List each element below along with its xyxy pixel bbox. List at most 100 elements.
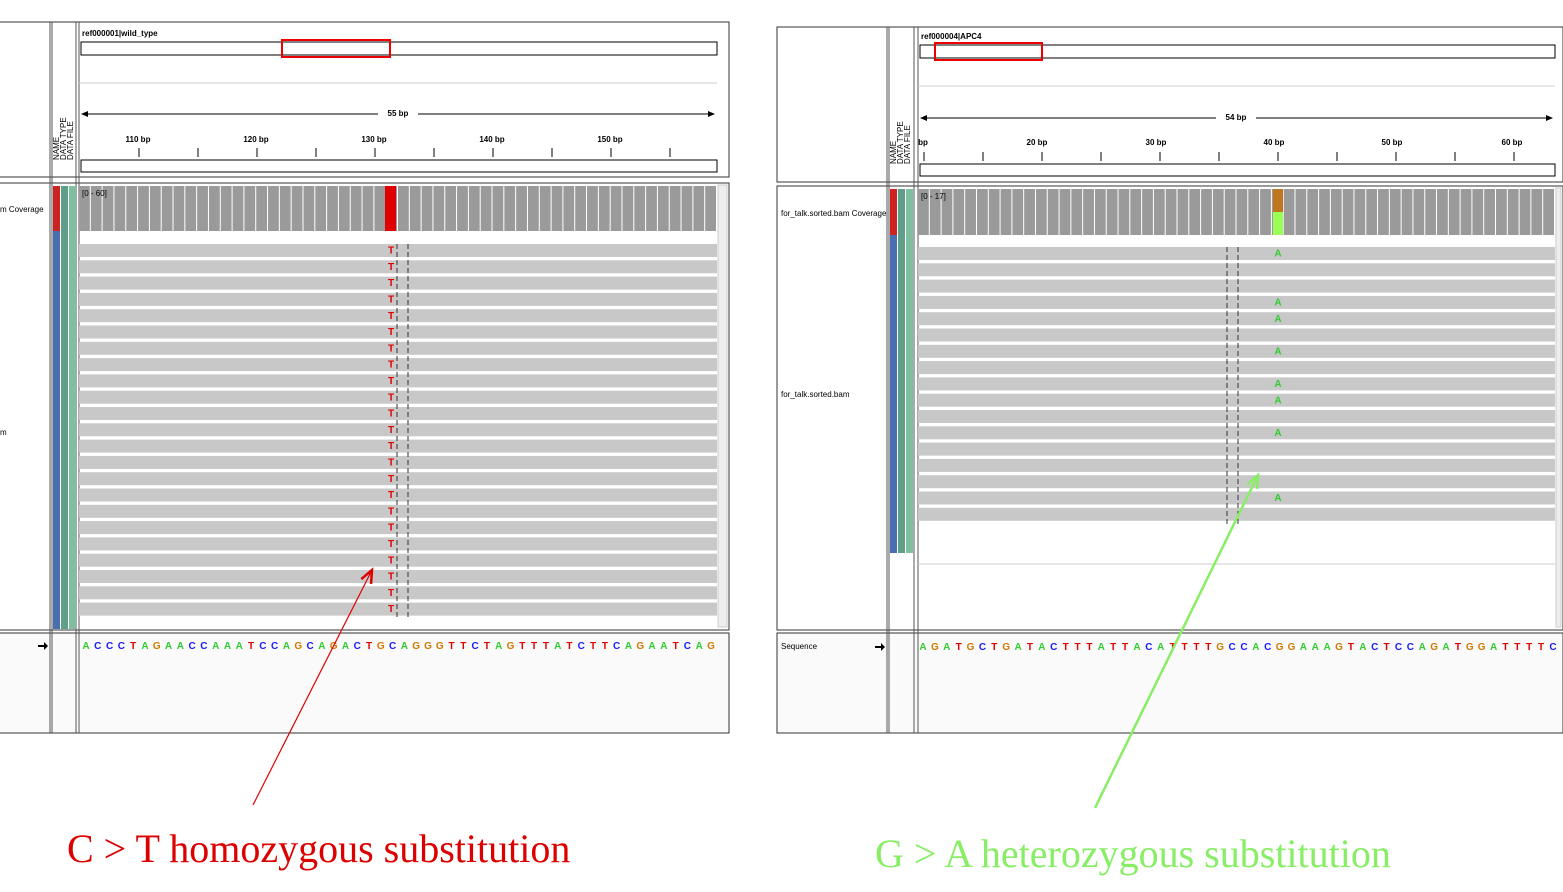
read [918,344,1555,358]
ruler-tick-label: 30 bp [1146,138,1167,147]
coverage-bar [1212,189,1224,235]
read [918,328,1555,342]
mismatch-base: A [1274,314,1281,325]
ideogram [919,44,1556,59]
coverage-bar [208,186,220,231]
ideogram [80,41,718,56]
read [79,407,717,420]
coverage-bar [1472,189,1484,235]
ruler-base [919,163,1556,177]
coverage-bar [988,189,1000,235]
mismatch-base: T [388,343,394,354]
coverage-bar [244,186,256,231]
coverage-bar [527,186,539,231]
read [918,410,1555,423]
ruler-tick-label: bp [918,138,928,147]
coverage-bar [291,186,303,231]
coverage-bar [1118,189,1130,235]
coverage-bar [1177,189,1189,235]
coverage-bar [1153,189,1165,235]
mismatch-base: A [1274,493,1281,504]
coverage-bar [1484,189,1496,235]
coverage-bar [504,186,516,231]
mismatch-base: T [388,409,394,420]
coverage-bar [315,186,327,231]
read [79,358,717,372]
mismatch-base: T [388,425,394,436]
coverage-bar [965,189,976,235]
read [918,263,1555,277]
coverage-range: [0 - 17] [921,192,946,201]
coverage-bar [1366,189,1378,235]
coverage-bar [1224,189,1236,235]
attribute-header: DATA TYPE [896,121,905,164]
strand-arrow [38,642,48,650]
read [918,247,1555,260]
coverage-bar [1543,189,1554,235]
read [79,374,717,388]
coverage-bar [610,186,622,231]
coverage-bar [575,186,587,231]
read [79,521,717,535]
ruler-tick-label: 40 bp [1264,138,1285,147]
coverage-bar [303,186,315,231]
sequence-frame [776,632,1563,734]
mismatch-base: T [388,327,394,338]
coverage-bar [421,186,433,231]
read [79,570,717,583]
coverage-bar [705,186,716,231]
coverage-bar [256,186,268,231]
coverage-bar [114,186,126,231]
read [918,458,1555,472]
attribute-strip [898,189,905,235]
coverage-bar [669,186,681,231]
ruler-tick-label: 140 bp [479,135,504,144]
mismatch-base: A [1274,249,1281,260]
coverage-bar [268,186,279,231]
coverage-bar [149,186,161,231]
header-frame [0,21,730,178]
read [79,276,717,290]
read [918,377,1555,391]
attribute-strip [906,189,913,235]
mismatch-base: T [388,555,394,566]
coverage-bar [1130,189,1142,235]
read [918,507,1555,521]
coverage-bar [976,189,988,235]
coverage-bar [90,186,102,231]
coverage-bar [1342,189,1354,235]
coverage-bar [681,186,693,231]
attribute-strip [69,231,76,629]
read [918,475,1555,489]
coverage-bar [79,186,90,231]
coverage-bar [1283,189,1295,235]
reference-name: ref000001|wild_type [82,29,158,38]
coverage-bar [1307,189,1319,235]
mismatch-base: A [1274,428,1281,439]
coverage-variant [1273,212,1283,235]
read [79,553,717,567]
ruler-base [80,159,718,173]
attribute-strip [898,235,905,553]
attribute-strip [61,186,68,231]
read [918,393,1555,407]
mismatch-base: T [388,506,394,517]
attribute-strip [69,186,76,231]
mismatch-base: T [388,490,394,501]
mismatch-base: T [388,604,394,615]
track-name: for_talk.sorted.bam Coverage [781,209,887,218]
attribute-strip [53,231,60,629]
coverage-bar [1189,189,1201,235]
coverage-bar [1519,189,1531,235]
read [918,361,1555,375]
coverage-bar [941,189,953,235]
coverage-bar [587,186,598,231]
sequence: AGATGCTGATACTTTATTACATTTTGCCACGGAAAGTACT… [919,642,1556,653]
sequence-frame [0,632,730,734]
coverage-bar [1437,189,1448,235]
ruler-tick-label: 20 bp [1027,138,1048,147]
mismatch-base: A [1274,346,1281,357]
annotation-arrow [1093,474,1260,809]
view-region [934,42,1043,61]
coverage-bar [1201,189,1212,235]
